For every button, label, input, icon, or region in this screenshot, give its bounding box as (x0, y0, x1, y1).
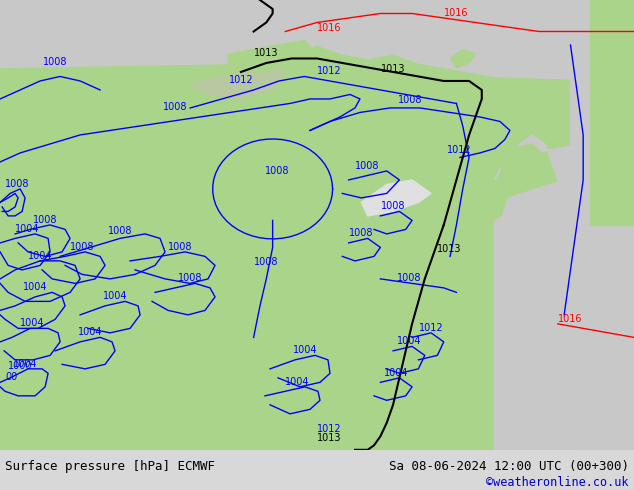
Text: 1004: 1004 (13, 359, 37, 368)
Polygon shape (0, 0, 634, 81)
Text: 1000: 1000 (8, 361, 32, 371)
Text: 1008: 1008 (163, 102, 187, 112)
Text: 1008: 1008 (397, 273, 421, 283)
Text: 1008: 1008 (398, 96, 422, 105)
Polygon shape (501, 144, 545, 180)
Polygon shape (190, 63, 285, 99)
Text: 00: 00 (5, 372, 17, 382)
Polygon shape (0, 0, 634, 450)
Polygon shape (228, 41, 317, 72)
Polygon shape (463, 180, 507, 225)
Text: 1004: 1004 (28, 251, 53, 261)
Text: 1012: 1012 (419, 322, 443, 333)
Polygon shape (0, 0, 520, 450)
Text: 1012: 1012 (318, 66, 342, 76)
Text: 1008: 1008 (5, 179, 30, 189)
Text: 1008: 1008 (43, 57, 67, 67)
Text: 1008: 1008 (178, 273, 202, 283)
Text: 1008: 1008 (33, 215, 57, 224)
Text: 1012: 1012 (229, 75, 253, 85)
Text: Sa 08-06-2024 12:00 UTC (00+300): Sa 08-06-2024 12:00 UTC (00+300) (389, 460, 629, 473)
Text: 1008: 1008 (356, 161, 380, 171)
Text: 1013: 1013 (437, 244, 462, 254)
Polygon shape (590, 0, 634, 225)
Text: 1004: 1004 (20, 318, 44, 328)
Text: 1008: 1008 (168, 242, 192, 252)
Text: 1013: 1013 (381, 64, 405, 74)
Text: 1004: 1004 (397, 336, 421, 346)
Text: 1008: 1008 (381, 201, 405, 211)
Polygon shape (495, 157, 634, 450)
Text: 1004: 1004 (285, 377, 309, 387)
Text: 1008: 1008 (108, 226, 133, 236)
Text: 1016: 1016 (444, 8, 469, 18)
Text: 1004: 1004 (15, 223, 39, 234)
Text: 1012: 1012 (318, 424, 342, 434)
Text: 1008: 1008 (349, 228, 373, 238)
Text: 1008: 1008 (70, 242, 94, 252)
Text: 1004: 1004 (78, 327, 102, 337)
Polygon shape (482, 135, 634, 450)
Polygon shape (361, 180, 431, 216)
Text: 1013: 1013 (318, 433, 342, 443)
Text: 1004: 1004 (23, 282, 48, 292)
Text: 1004: 1004 (293, 345, 317, 355)
Polygon shape (571, 0, 634, 450)
Text: 1008: 1008 (266, 166, 290, 176)
Text: 1012: 1012 (447, 145, 472, 155)
Text: 1016: 1016 (559, 314, 583, 323)
Polygon shape (450, 49, 476, 68)
Text: 1004: 1004 (103, 291, 127, 301)
Polygon shape (520, 99, 552, 135)
Text: 1008: 1008 (254, 257, 278, 268)
Text: 1004: 1004 (384, 368, 408, 378)
Text: 1016: 1016 (318, 24, 342, 33)
Text: ©weatheronline.co.uk: ©weatheronline.co.uk (486, 476, 629, 489)
Text: Surface pressure [hPa] ECMWF: Surface pressure [hPa] ECMWF (5, 460, 215, 473)
Text: 1013: 1013 (254, 48, 278, 58)
